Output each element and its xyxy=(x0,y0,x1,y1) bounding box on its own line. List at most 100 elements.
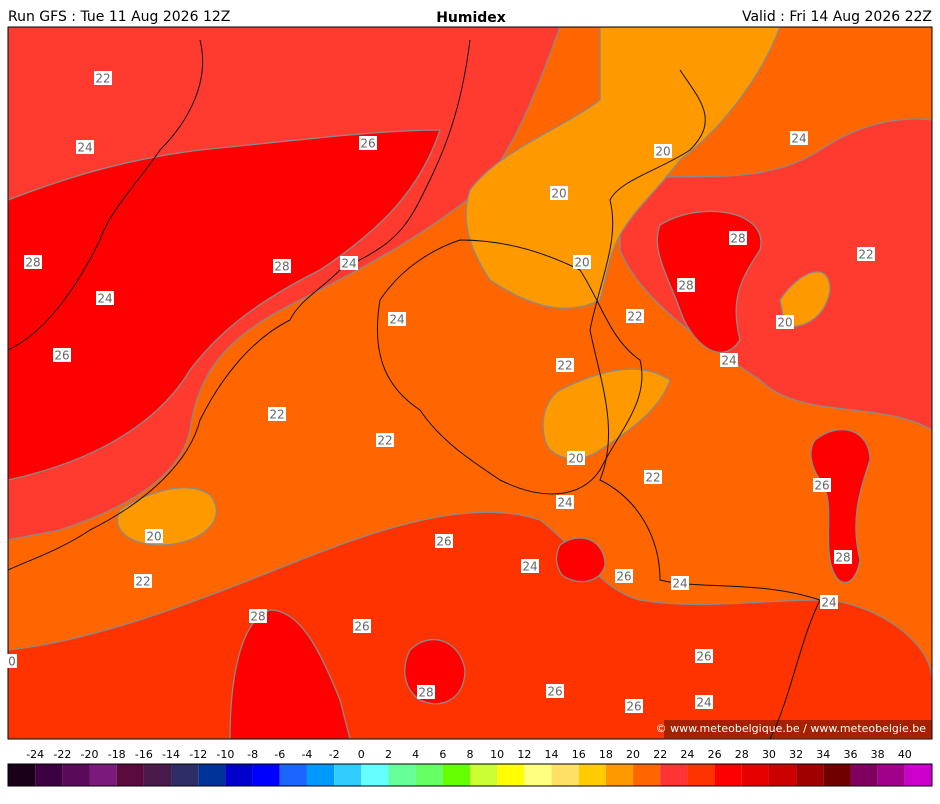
field-20-west xyxy=(116,487,217,546)
colorbar-tick-label: 30 xyxy=(762,748,776,761)
colorbar-swatch xyxy=(877,764,905,786)
contour-label-bg xyxy=(359,136,377,150)
contour-label-bg xyxy=(720,353,738,367)
colorbar-swatch xyxy=(8,764,36,786)
colorbar-tick-label: 34 xyxy=(816,748,830,761)
contour-label: 22 xyxy=(95,72,110,86)
colorbar-tick-label: 18 xyxy=(599,748,613,761)
contour-label: 22 xyxy=(645,471,660,485)
copyright: © www.meteobelgique.be / www.meteobelgie… xyxy=(656,722,927,735)
contour-label: 26 xyxy=(354,620,369,634)
contour-label: 22 xyxy=(377,434,392,448)
colorbar-frame xyxy=(7,763,933,787)
colorbar-tick-label: 6 xyxy=(439,748,446,761)
contour-label: 26 xyxy=(626,700,641,714)
contour-label: 28 xyxy=(274,260,289,274)
contour-label-bg xyxy=(625,699,643,713)
contour-label-bg xyxy=(376,433,394,447)
contour-label: 26 xyxy=(436,535,451,549)
contour-label-bg xyxy=(834,550,852,564)
field-20-north xyxy=(465,27,781,309)
colorbar-swatch xyxy=(497,764,525,786)
contour-label: 22 xyxy=(269,408,284,422)
contour-label-bg xyxy=(53,348,71,362)
contour-label-bg xyxy=(644,470,662,484)
colorbar-swatch xyxy=(252,764,280,786)
contour-label: 26 xyxy=(54,349,69,363)
field-20-east xyxy=(779,271,831,327)
contour-label: 24 xyxy=(341,257,356,271)
colorbar-tick-label: -22 xyxy=(53,748,71,761)
colorbar-swatch xyxy=(143,764,172,786)
colorbar-tick-label: 8 xyxy=(467,748,474,761)
colorbar-tick-label: 10 xyxy=(490,748,504,761)
contour-label-bg xyxy=(435,534,453,548)
contour-label: 24 xyxy=(389,313,404,327)
field-20-center xyxy=(542,368,671,460)
contour-label: 24 xyxy=(522,560,537,574)
colorbar-swatch xyxy=(306,764,335,786)
contour-label-bg xyxy=(567,451,585,465)
country-border-east xyxy=(589,69,821,739)
colorbar-tick-label: 24 xyxy=(680,748,694,761)
contour-label: 28 xyxy=(418,686,433,700)
colorbar-swatch xyxy=(524,764,552,786)
contour-label-bg xyxy=(546,684,564,698)
colorbar-swatch xyxy=(442,764,470,786)
colorbar-swatch xyxy=(768,764,797,786)
contour-label-bg xyxy=(671,576,689,590)
map-title: Humidex xyxy=(436,10,506,26)
contour-label: 28 xyxy=(835,551,850,565)
map-frame xyxy=(7,26,933,740)
colorbar-tick-label: -10 xyxy=(216,748,234,761)
map xyxy=(8,27,932,739)
contour-label: 20 xyxy=(574,256,589,270)
colorbar-swatch xyxy=(279,764,307,786)
valid-label: Valid : Fri 14 Aug 2026 22Z xyxy=(742,9,932,25)
contour-label-bg xyxy=(76,140,94,154)
colorbar-swatch xyxy=(334,764,362,786)
colorbar-tick-label: 38 xyxy=(871,748,885,761)
contour-label-bg xyxy=(417,685,435,699)
run-label: Run GFS : Tue 11 Aug 2026 12Z xyxy=(8,9,230,25)
colorbar-tick-label: 36 xyxy=(843,748,857,761)
contour-label-bg xyxy=(273,259,291,273)
contour-label: 0 xyxy=(8,655,16,669)
contour-label-bg xyxy=(790,131,808,145)
field-28-east xyxy=(656,210,762,354)
contour-label-bg xyxy=(353,619,371,633)
colorbar-swatch xyxy=(796,764,824,786)
contour-label-bg xyxy=(729,231,747,245)
colorbar-swatch xyxy=(415,764,443,786)
colorbar-tick-label: 22 xyxy=(653,748,667,761)
colorbar-swatch xyxy=(850,764,878,786)
colorbar-tick-label: -24 xyxy=(26,748,44,761)
contour-label: 20 xyxy=(777,316,792,330)
contour-label: 20 xyxy=(655,145,670,159)
contour-label-bg xyxy=(556,495,574,509)
contour-label: 26 xyxy=(616,570,631,584)
colorbar-tick-label: -14 xyxy=(162,748,180,761)
colorbar-swatch xyxy=(578,764,606,786)
contour-label-bg xyxy=(573,255,591,269)
contour-label: 20 xyxy=(568,452,583,466)
contour-label: 24 xyxy=(721,354,736,368)
contour-label-bg xyxy=(388,312,406,326)
contour-label: 24 xyxy=(77,141,92,155)
colorbar-tick-label: -20 xyxy=(81,748,99,761)
contour-label-bg xyxy=(96,291,114,305)
colorbar-tick-label: 12 xyxy=(517,748,531,761)
field-28-southwest xyxy=(229,609,351,739)
contour-label: 22 xyxy=(858,248,873,262)
contour-label: 26 xyxy=(696,650,711,664)
colorbar-tick-label: 2 xyxy=(385,748,392,761)
colorbar-tick-label: -6 xyxy=(274,748,285,761)
contour-label-bg xyxy=(340,256,358,270)
contour-label: 24 xyxy=(791,132,806,146)
contour-label: 24 xyxy=(696,696,711,710)
colorbar-swatch xyxy=(35,764,63,786)
colorbar-tick-label: -18 xyxy=(108,748,126,761)
colorbar-swatch xyxy=(904,764,932,786)
contour-label-bg xyxy=(134,574,152,588)
